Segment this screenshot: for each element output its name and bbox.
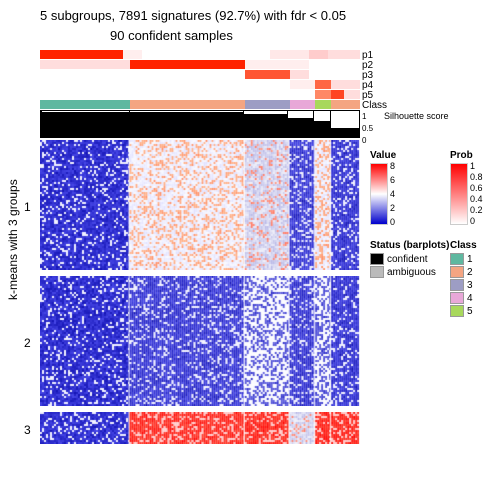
silhouette-axis-label: Silhouette score [384, 112, 449, 120]
legend-title: Class [450, 240, 477, 251]
legend-title: Status (barplots) [370, 240, 449, 251]
legend-status: Status (barplots) confidentambiguous [370, 240, 449, 279]
heatmap-canvas [40, 140, 360, 270]
sub-title: 90 confident samples [110, 28, 233, 43]
group-label: 3 [24, 423, 31, 437]
heatmap: 1 2 3 [40, 140, 360, 447]
plot-area: 1 2 3 [40, 50, 360, 450]
main-title: 5 subgroups, 7891 signatures (92.7%) wit… [40, 8, 346, 23]
legend-prob: Prob 10.80.60.40.20 [450, 150, 473, 225]
heatmap-group-2: 2 [40, 276, 360, 409]
legend-items: 12345 [450, 253, 477, 317]
silhouette-barplot [40, 110, 360, 138]
heatmap-canvas [40, 412, 360, 444]
group-label: 2 [24, 336, 31, 350]
legend-title: Prob [450, 150, 473, 161]
anno-row-label: Class [362, 100, 387, 111]
heatmap-canvas [40, 276, 360, 406]
color-gradient [370, 163, 388, 225]
legend-items: confidentambiguous [370, 253, 449, 278]
legend-class: Class 12345 [450, 240, 477, 318]
heatmap-group-3: 3 [40, 412, 360, 447]
legend-title: Value [370, 150, 396, 161]
group-label: 1 [24, 200, 31, 214]
heatmap-group-1: 1 [40, 140, 360, 273]
annotation-tracks [40, 50, 360, 109]
legend-value: Value 86420 [370, 150, 396, 225]
color-gradient [450, 163, 468, 225]
y-axis-label: k-means with 3 groups [6, 179, 20, 300]
